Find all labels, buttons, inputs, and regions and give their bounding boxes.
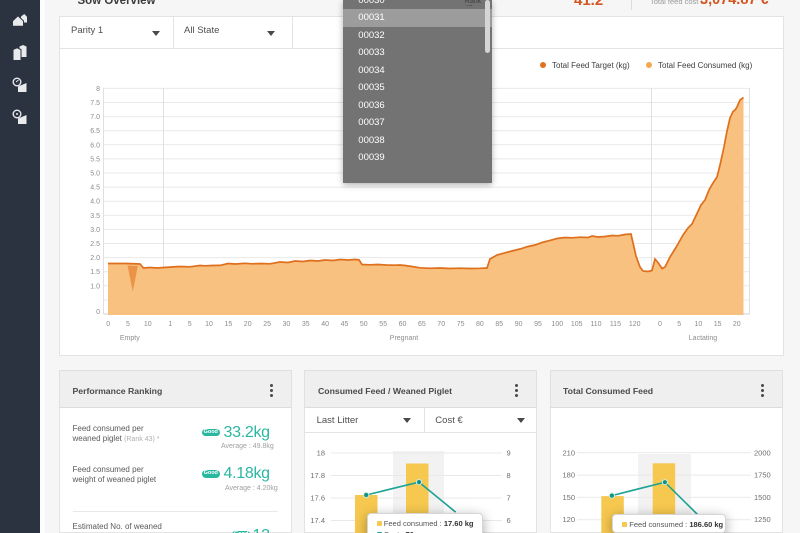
svg-text:10: 10 <box>144 321 152 328</box>
svg-text:1.5: 1.5 <box>90 269 100 276</box>
svg-text:0: 0 <box>106 321 110 328</box>
svg-text:20: 20 <box>733 321 741 328</box>
svg-text:115: 115 <box>610 321 621 328</box>
svg-text:7.5: 7.5 <box>90 100 100 107</box>
svg-text:30: 30 <box>283 321 291 328</box>
svg-text:75: 75 <box>457 321 465 328</box>
svg-text:10: 10 <box>695 321 703 328</box>
svg-text:1.0: 1.0 <box>90 283 100 290</box>
svg-text:1500: 1500 <box>754 492 771 501</box>
svg-text:17.4: 17.4 <box>311 516 326 525</box>
svg-text:95: 95 <box>534 321 542 328</box>
svg-text:55: 55 <box>379 321 387 328</box>
svg-text:90: 90 <box>515 321 523 328</box>
svg-text:105: 105 <box>571 321 583 328</box>
svg-text:15: 15 <box>225 321 233 328</box>
svg-text:Empty: Empty <box>120 335 140 342</box>
svg-text:5: 5 <box>188 321 192 328</box>
svg-text:80: 80 <box>476 321 484 328</box>
svg-text:15: 15 <box>714 321 722 328</box>
svg-text:Lactating: Lactating <box>689 335 718 342</box>
svg-text:5.5: 5.5 <box>90 156 100 163</box>
svg-text:110: 110 <box>590 321 601 328</box>
svg-text:70: 70 <box>437 321 445 328</box>
svg-text:8: 8 <box>507 471 511 480</box>
svg-text:10: 10 <box>205 321 213 328</box>
svg-text:Pregnant: Pregnant <box>390 335 418 342</box>
svg-text:50: 50 <box>360 321 368 328</box>
svg-text:9: 9 <box>507 448 511 457</box>
svg-text:25: 25 <box>263 321 271 328</box>
svg-text:1750: 1750 <box>754 470 771 479</box>
svg-text:5.0: 5.0 <box>90 171 100 178</box>
svg-text:5: 5 <box>677 321 681 328</box>
svg-text:150: 150 <box>563 492 576 501</box>
svg-text:0: 0 <box>658 321 662 328</box>
svg-text:17.8: 17.8 <box>311 471 326 480</box>
svg-text:0: 0 <box>96 309 100 316</box>
svg-text:1250: 1250 <box>754 515 771 524</box>
svg-text:5: 5 <box>126 321 130 328</box>
svg-text:85: 85 <box>495 321 503 328</box>
svg-text:120: 120 <box>563 515 576 524</box>
svg-text:20: 20 <box>244 321 252 328</box>
svg-text:7.0: 7.0 <box>90 114 100 121</box>
svg-text:4.0: 4.0 <box>90 199 100 206</box>
svg-text:65: 65 <box>418 321 426 328</box>
svg-text:7: 7 <box>507 493 511 502</box>
svg-text:180: 180 <box>563 470 576 479</box>
svg-text:60: 60 <box>399 321 407 328</box>
svg-text:3.5: 3.5 <box>90 213 100 220</box>
svg-text:1: 1 <box>168 321 172 328</box>
svg-text:40: 40 <box>321 321 329 328</box>
svg-text:2000: 2000 <box>754 448 771 457</box>
svg-text:8: 8 <box>96 86 100 93</box>
svg-text:4.5: 4.5 <box>90 185 100 192</box>
svg-text:3.0: 3.0 <box>90 227 100 234</box>
svg-text:45: 45 <box>341 321 349 328</box>
svg-text:120: 120 <box>629 321 641 328</box>
svg-text:6.5: 6.5 <box>90 128 100 135</box>
svg-text:6.0: 6.0 <box>90 142 100 149</box>
svg-text:100: 100 <box>551 321 563 328</box>
svg-text:17.6: 17.6 <box>311 493 326 502</box>
svg-text:2.5: 2.5 <box>90 241 100 248</box>
svg-text:6: 6 <box>507 516 511 525</box>
svg-text:2.0: 2.0 <box>90 255 100 262</box>
svg-text:18: 18 <box>317 448 325 457</box>
svg-text:35: 35 <box>302 321 310 328</box>
svg-text:210: 210 <box>563 448 576 457</box>
